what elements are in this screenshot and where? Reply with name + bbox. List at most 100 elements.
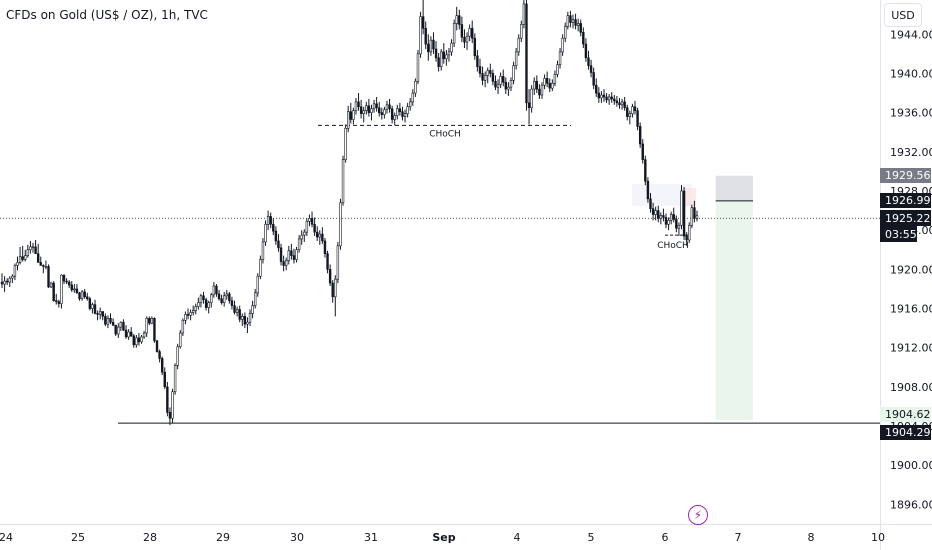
candle-body	[512, 65, 515, 81]
candle	[91, 302, 94, 314]
candle	[8, 276, 11, 287]
candle-body	[553, 74, 557, 84]
candle-body	[233, 305, 236, 313]
candle	[677, 222, 681, 237]
currency-button[interactable]: USD	[884, 3, 922, 27]
candle-body	[434, 48, 438, 59]
candle-body	[556, 64, 559, 75]
time-tick-label: Sep	[432, 531, 455, 544]
candle-body	[235, 309, 239, 313]
candle-body	[39, 262, 42, 266]
candle-body	[44, 266, 48, 268]
candle	[155, 339, 159, 353]
candle	[225, 289, 228, 300]
candle-body	[287, 250, 290, 261]
candle-body	[396, 108, 399, 116]
candle-body	[248, 313, 252, 323]
candle-body	[664, 217, 668, 225]
candle-body	[140, 336, 143, 343]
candle	[230, 296, 234, 310]
candle-body	[117, 326, 120, 335]
short-position-tool[interactable]	[632, 175, 753, 420]
candle	[463, 29, 466, 48]
price-tick-label: 1940.00	[890, 67, 932, 80]
candle	[207, 300, 210, 314]
candle-body	[545, 78, 549, 84]
candle	[261, 238, 265, 264]
candle-body	[680, 190, 683, 226]
candle-body	[566, 15, 570, 27]
candle	[80, 289, 84, 301]
candle-body	[618, 102, 621, 106]
candle-body	[359, 106, 363, 114]
candle	[383, 106, 386, 119]
candle-body	[323, 240, 327, 254]
candle-body	[135, 337, 138, 346]
candle-body	[29, 246, 32, 251]
candle	[566, 11, 570, 30]
lightning-icon[interactable]: ⚡	[688, 505, 708, 525]
candle	[564, 22, 567, 43]
candle	[75, 284, 79, 294]
time-tick-label: 25	[71, 531, 85, 544]
candle	[11, 274, 14, 284]
candle	[114, 324, 117, 336]
candle-body	[649, 198, 652, 209]
candle	[31, 242, 35, 253]
candle	[388, 98, 391, 113]
candle	[525, 0, 528, 111]
candle-body	[132, 335, 135, 346]
candle	[535, 75, 539, 94]
candle	[282, 255, 285, 272]
candle	[359, 99, 363, 119]
candle	[235, 306, 239, 317]
candle-body	[91, 304, 94, 309]
candle	[675, 215, 678, 233]
candle	[163, 367, 166, 389]
candle	[295, 246, 298, 263]
candle	[380, 107, 383, 120]
supply-zone-red	[684, 188, 696, 206]
candle	[21, 245, 24, 262]
candle-body	[576, 23, 580, 26]
candle-body	[613, 98, 616, 102]
time-tick-label: 4	[514, 531, 521, 544]
time-tick-label: 5	[588, 531, 595, 544]
candle-body	[256, 275, 259, 294]
candle-body	[401, 111, 404, 117]
candle-body	[328, 269, 332, 284]
candle	[504, 77, 508, 95]
candle	[416, 49, 420, 85]
candle	[181, 318, 185, 336]
candle	[576, 18, 580, 32]
candle	[672, 207, 675, 223]
candle-body	[292, 255, 296, 260]
candle	[695, 210, 699, 222]
candle	[445, 49, 448, 66]
candle	[173, 363, 177, 395]
candle	[47, 264, 50, 288]
candle	[88, 296, 92, 311]
candle-body	[468, 28, 471, 37]
candle-body	[447, 51, 451, 56]
candle-body	[31, 246, 35, 248]
candle	[589, 59, 593, 78]
candle	[93, 299, 97, 315]
candle	[127, 329, 130, 340]
candle-body	[290, 250, 293, 256]
candle	[688, 222, 691, 243]
candle-body	[481, 73, 484, 81]
candle	[419, 11, 422, 58]
candle-body	[122, 321, 125, 331]
candle-body	[564, 26, 567, 39]
candle	[334, 275, 337, 317]
candle-body	[476, 55, 479, 67]
candle	[166, 381, 169, 417]
candle	[471, 20, 474, 44]
candle-body	[517, 37, 520, 53]
candle-body	[111, 321, 115, 326]
candle	[530, 85, 533, 113]
candle-body	[129, 331, 133, 337]
candle	[372, 99, 376, 113]
